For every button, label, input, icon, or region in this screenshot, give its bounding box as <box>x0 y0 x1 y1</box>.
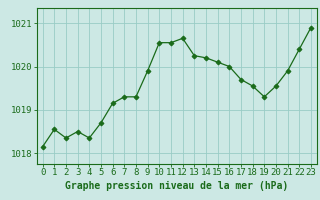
X-axis label: Graphe pression niveau de la mer (hPa): Graphe pression niveau de la mer (hPa) <box>65 181 288 191</box>
